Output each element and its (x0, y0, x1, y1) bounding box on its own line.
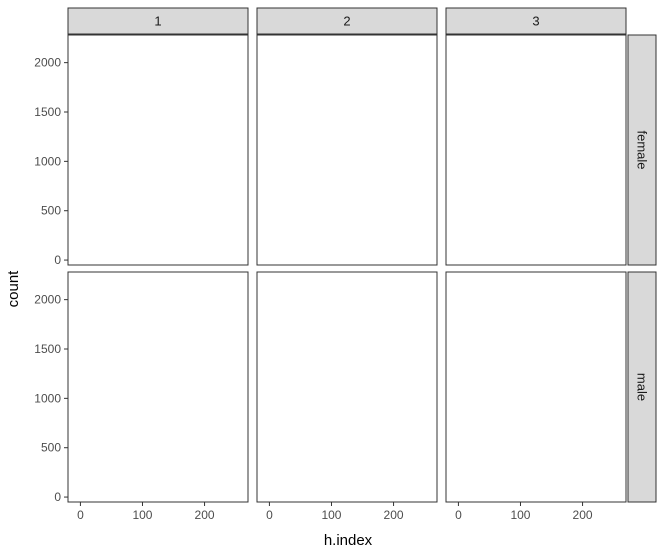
panel-border (445, 34, 627, 266)
column-strip-2 (256, 7, 438, 35)
panel-border (67, 271, 249, 503)
x-tick-label: 200 (384, 508, 404, 522)
y-tick-label: 500 (41, 204, 61, 218)
y-tick-label: 1500 (34, 105, 61, 119)
column-strip-1 (67, 7, 249, 35)
strips-layer: 1 2 3 female male (67, 7, 657, 503)
x-tick-label: 100 (510, 508, 530, 522)
x-tick-label: 200 (573, 508, 593, 522)
x-tick-label: 0 (266, 508, 273, 522)
column-strip-label: 2 (343, 14, 350, 29)
panel-2-male (256, 271, 438, 503)
panel-1-male (67, 271, 249, 503)
y-tick-label: 2000 (34, 56, 61, 70)
y-tick-label: 0 (54, 253, 61, 267)
panel-2-female (256, 34, 438, 266)
panels-layer (67, 34, 627, 503)
panel-3-male (445, 271, 627, 503)
y-tick-label: 2000 (34, 293, 61, 307)
y-tick-label: 500 (41, 441, 61, 455)
y-axis-title: count (5, 270, 22, 308)
panel-border (256, 271, 438, 503)
y-tick-label: 1500 (34, 342, 61, 356)
y-tick-label: 0 (54, 490, 61, 504)
row-strip-male (627, 271, 657, 503)
x-tick-label: 0 (455, 508, 462, 522)
row-strip-female (627, 34, 657, 266)
x-axis-title: h.index (324, 532, 373, 549)
column-strip-label: 1 (154, 14, 161, 29)
x-tick-label: 200 (195, 508, 215, 522)
panel-border (445, 271, 627, 503)
row-strip-label: male (635, 373, 650, 401)
panel-1-female (67, 34, 249, 266)
x-tick-label: 100 (321, 508, 341, 522)
column-strip-label: 3 (532, 14, 539, 29)
column-strip-3 (445, 7, 627, 35)
x-tick-label: 100 (132, 508, 152, 522)
y-tick-label: 1000 (34, 391, 61, 405)
row-strip-label: female (635, 130, 650, 169)
x-tick-label: 0 (77, 508, 84, 522)
panel-3-female (445, 34, 627, 266)
panel-border (67, 34, 249, 266)
y-tick-label: 1000 (34, 154, 61, 168)
panel-border (256, 34, 438, 266)
